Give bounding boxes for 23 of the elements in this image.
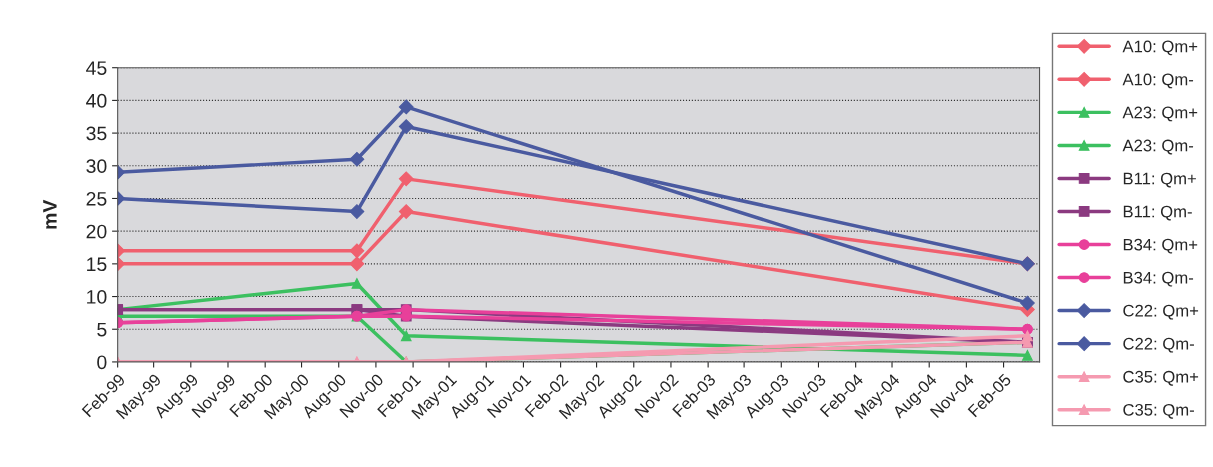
y-tick-label: 45 — [86, 61, 107, 75]
legend-label: B34: Qm+ — [1123, 238, 1198, 254]
y-tick-label: 35 — [86, 126, 107, 141]
legend-label: C22: Qm- — [1123, 337, 1194, 353]
legend-label: A10: Qm+ — [1122, 40, 1198, 56]
legend-label: B11: Qm+ — [1123, 172, 1196, 188]
y-tick-label: 15 — [87, 257, 107, 272]
y-axis-title: mV — [43, 199, 57, 229]
legend-label: A23: Qm- — [1122, 139, 1194, 155]
legend-label: C35: Qm+ — [1123, 370, 1199, 386]
y-tick-label: 5 — [97, 322, 107, 337]
y-tick-label: 10 — [87, 290, 107, 304]
legend-label: B11: Qm- — [1123, 205, 1192, 221]
legend-label: A23: Qm+ — [1122, 106, 1198, 122]
y-tick-label: 30 — [86, 159, 107, 174]
legend-label: C22: Qm+ — [1123, 304, 1199, 320]
y-tick-label: 25 — [86, 191, 107, 206]
legend-label: A10: Qm- — [1122, 73, 1194, 89]
y-tick-label: 0 — [97, 355, 107, 370]
y-tick-label: 20 — [86, 224, 107, 239]
y-tick-label: 40 — [86, 93, 107, 108]
legend-label: C35: Qm- — [1123, 403, 1194, 419]
legend-label: B34: Qm- — [1123, 271, 1194, 287]
